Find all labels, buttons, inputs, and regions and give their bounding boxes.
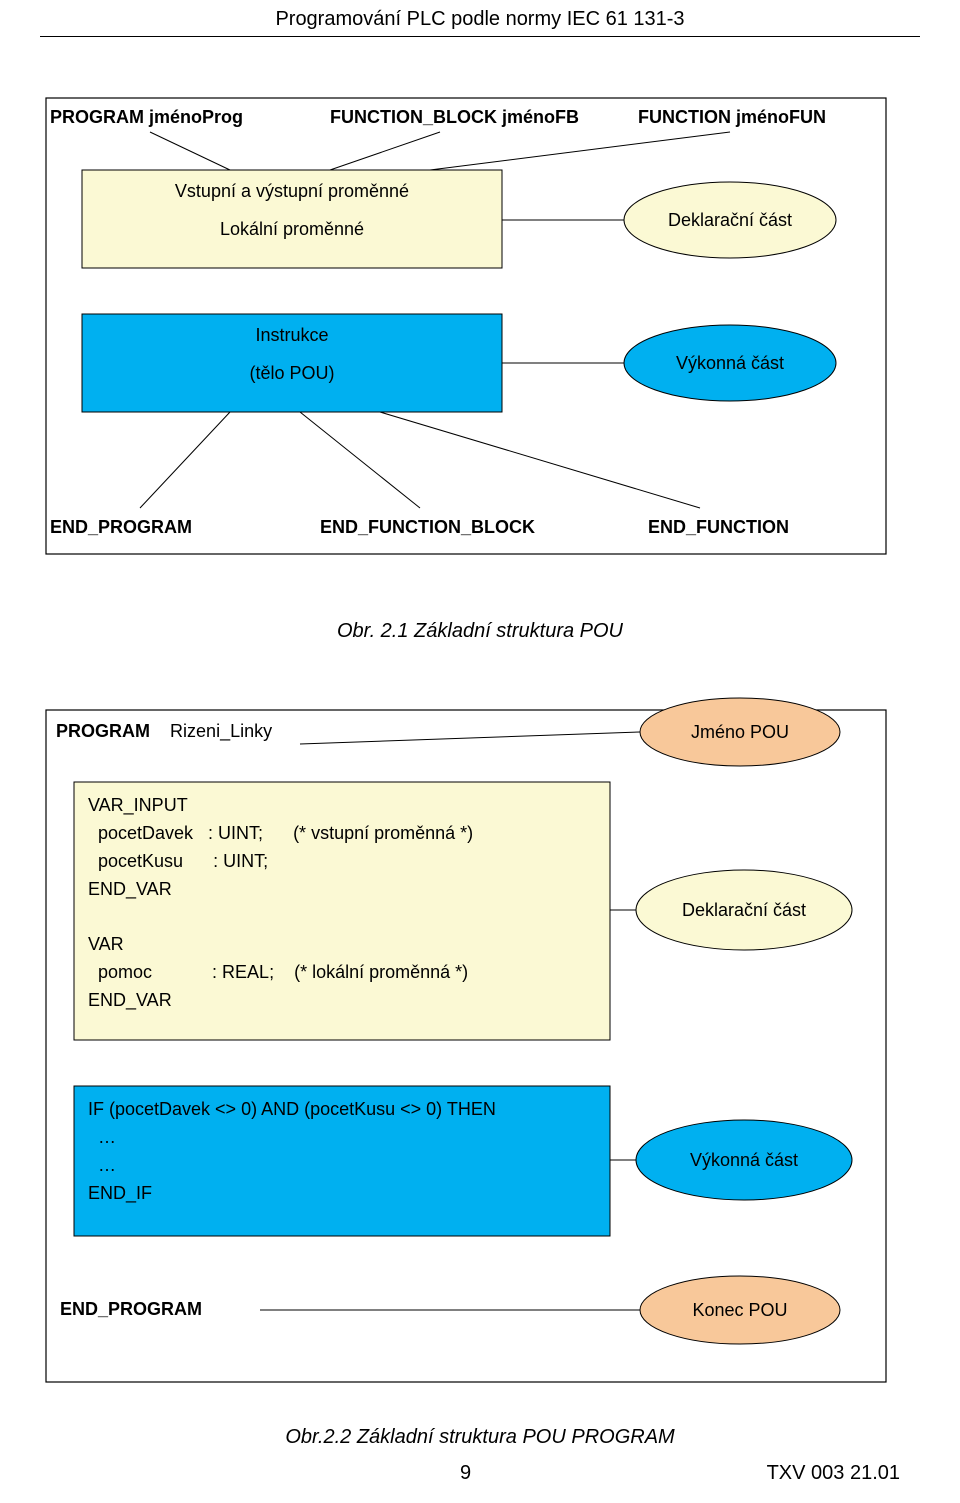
d1-decl-ellipse-label: Deklarační část xyxy=(624,182,836,258)
d1-exec-ellipse-label: Výkonná část xyxy=(624,325,836,401)
d2-program-name: Rizeni_Linky xyxy=(170,721,272,741)
d2-exec-ellipse-label: Výkonná část xyxy=(636,1120,852,1200)
footer-doc-code: TXV 003 21.01 xyxy=(767,1462,900,1485)
d1-end-3: END_FUNCTION xyxy=(648,514,868,540)
d2-decl-text: VAR_INPUT pocetDavek : UINT; (* vstupní … xyxy=(88,792,598,1015)
caption-2: Obr.2.2 Základní struktura POU PROGRAM xyxy=(0,1426,960,1449)
footer-page-number: 9 xyxy=(460,1462,471,1485)
d2-decl-ellipse-label: Deklarační část xyxy=(636,870,852,950)
d1-decl-text: Vstupní a výstupní proměnné Lokální prom… xyxy=(82,178,502,244)
caption-1: Obr. 2.1 Základní struktura POU xyxy=(0,620,960,643)
d1-title-1: PROGRAM jménoProg xyxy=(50,104,290,130)
d2-end-ellipse-label: Konec POU xyxy=(640,1276,840,1344)
d1-exec-text: Instrukce (tělo POU) xyxy=(82,322,502,388)
d1-title-2: FUNCTION_BLOCK jménoFB xyxy=(330,104,620,130)
page: Programování PLC podle normy IEC 61 131-… xyxy=(0,0,960,1503)
d1-end-1: END_PROGRAM xyxy=(50,514,270,540)
d1-exec-line-2: (tělo POU) xyxy=(82,360,502,388)
d2-program-keyword: PROGRAM xyxy=(56,721,150,741)
diagram-svg: PROGRAM jménoProg FUNCTION_BLOCK jménoFB… xyxy=(0,0,960,1503)
d1-title-3: FUNCTION jménoFUN xyxy=(638,104,878,130)
d2-name-ellipse-label: Jméno POU xyxy=(640,698,840,766)
d2-exec-text: IF (pocetDavek <> 0) AND (pocetKusu <> 0… xyxy=(88,1096,598,1208)
d1-exec-line-1: Instrukce xyxy=(82,322,502,350)
d1-decl-line-1: Vstupní a výstupní proměnné xyxy=(82,178,502,206)
d1-decl-line-2: Lokální proměnné xyxy=(82,216,502,244)
d1-end-2: END_FUNCTION_BLOCK xyxy=(320,514,610,540)
d2-program-row: PROGRAM Rizeni_Linky xyxy=(56,718,456,746)
